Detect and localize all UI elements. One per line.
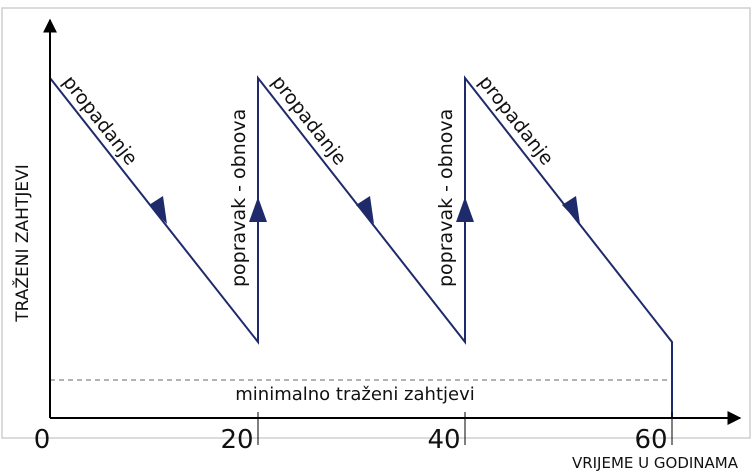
y-axis-label: TRAŽENI ZAHTJEVI [11,164,33,323]
min-requirement-label: minimalno traženi zahtjevi [235,384,474,405]
x-tick-0: 0 [34,425,51,455]
repair-arrow-2 [456,197,474,222]
repair-label-2: popravak - obnova [435,109,457,287]
decay-label-3: propadanje [474,71,558,169]
frame [1,7,751,439]
decay-arrow-1 [149,196,167,224]
decay-arrow-3 [562,196,580,224]
decay-label-2: propadanje [267,71,351,169]
x-tick-40: 40 [427,425,460,455]
decay-label-1: propadanje [58,71,142,169]
x-axis-label: VRIJEME U GODINAMA [572,454,739,472]
repair-arrow-1 [249,197,267,222]
x-tick-20: 20 [220,425,253,455]
repair-label-1: popravak - obnova [228,109,250,287]
decay-arrow-2 [356,196,374,224]
condition-curve [49,75,673,418]
x-tick-60: 60 [634,425,667,455]
